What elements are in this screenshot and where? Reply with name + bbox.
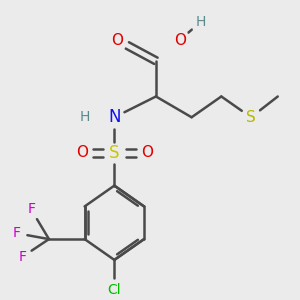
FancyBboxPatch shape xyxy=(106,144,122,162)
Text: S: S xyxy=(109,144,120,162)
Text: F: F xyxy=(18,250,26,264)
Text: S: S xyxy=(246,110,256,125)
Text: Cl: Cl xyxy=(107,283,121,297)
Text: H: H xyxy=(195,15,206,29)
FancyBboxPatch shape xyxy=(193,14,208,31)
FancyBboxPatch shape xyxy=(102,281,127,298)
Text: F: F xyxy=(12,226,20,240)
Text: O: O xyxy=(174,32,186,47)
FancyBboxPatch shape xyxy=(77,109,92,126)
FancyBboxPatch shape xyxy=(23,201,39,218)
FancyBboxPatch shape xyxy=(243,109,259,126)
FancyBboxPatch shape xyxy=(110,32,125,49)
Text: O: O xyxy=(111,32,123,47)
Text: H: H xyxy=(80,110,90,124)
FancyBboxPatch shape xyxy=(106,109,122,126)
FancyBboxPatch shape xyxy=(74,144,89,162)
Text: O: O xyxy=(141,146,153,160)
Text: F: F xyxy=(27,202,35,216)
FancyBboxPatch shape xyxy=(172,32,188,49)
FancyBboxPatch shape xyxy=(14,248,30,266)
FancyBboxPatch shape xyxy=(139,144,155,162)
Text: O: O xyxy=(76,146,88,160)
Text: N: N xyxy=(108,108,121,126)
FancyBboxPatch shape xyxy=(9,225,24,242)
